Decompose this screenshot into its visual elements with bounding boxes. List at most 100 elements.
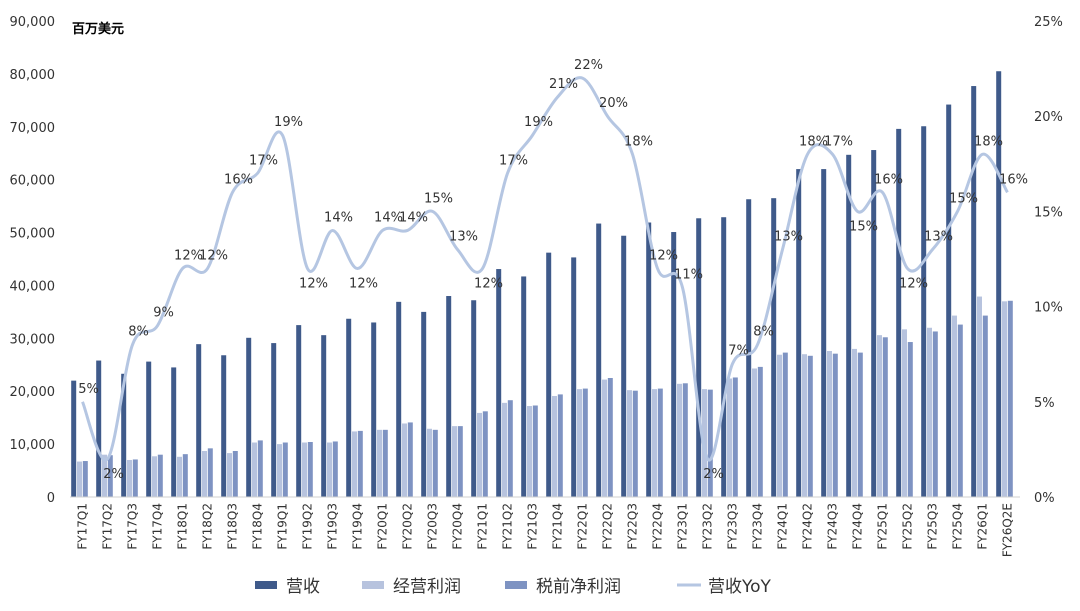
yoy-data-label: 12% — [174, 249, 203, 264]
bar-2-FY20Q1 — [377, 429, 382, 497]
bar-1-FY18Q1 — [171, 367, 177, 497]
x-tick-label: FY24Q2 — [801, 503, 815, 550]
bar-3-FY19Q2 — [307, 442, 313, 497]
x-tick-label: FY18Q2 — [201, 503, 215, 550]
bar-1-FY21Q2 — [496, 269, 502, 497]
x-tick-label: FY25Q4 — [951, 503, 965, 550]
y-right-tick-label: 25% — [1034, 15, 1063, 30]
bar-1-FY20Q1 — [371, 322, 377, 497]
bar-1-FY24Q1 — [771, 198, 777, 497]
bar-3-FY24Q2 — [807, 355, 813, 497]
bar-1-FY21Q1 — [471, 300, 477, 497]
yoy-data-label: 13% — [924, 229, 953, 244]
x-tick-label: FY22Q2 — [601, 503, 615, 550]
bar-1-FY18Q2 — [196, 344, 202, 497]
bar-3-FY22Q1 — [582, 388, 588, 497]
bar-1-FY20Q4 — [446, 296, 452, 497]
bar-2-FY24Q1 — [777, 354, 782, 497]
left-axis-ticks: 0 10,000 20,000 30,000 40,000 50,000 60,000 70,… — [10, 15, 56, 506]
bar-3-FY17Q1 — [82, 461, 88, 497]
bar-2-FY23Q1 — [677, 383, 682, 497]
yoy-data-label: 20% — [599, 96, 628, 111]
y-left-tick-label: 80,000 — [10, 68, 56, 83]
bar-2-FY21Q1 — [477, 412, 482, 497]
bar-3-FY17Q2 — [107, 455, 113, 497]
y-right-tick-label: 15% — [1034, 205, 1063, 220]
legend-label: 经营利润 — [393, 577, 461, 597]
yoy-data-label: 14% — [399, 210, 428, 225]
yoy-data-label: 17% — [249, 153, 278, 168]
x-tick-label: FY18Q4 — [251, 503, 265, 550]
bar-3-FY23Q2 — [707, 389, 713, 497]
bar-1-FY23Q1 — [671, 232, 677, 497]
yoy-data-label: 18% — [974, 134, 1003, 149]
bar-3-FY19Q3 — [332, 441, 338, 497]
x-tick-label: FY19Q1 — [276, 503, 290, 550]
bar-3-FY22Q2 — [607, 378, 613, 497]
data-labels: 5%2%8%9%12%12%16%17%19%12%14%12%14%14%15… — [78, 58, 1028, 482]
x-tick-label: FY17Q4 — [151, 503, 165, 550]
bar-3-FY24Q1 — [782, 352, 788, 497]
yoy-data-label: 13% — [449, 229, 478, 244]
yoy-data-label: 12% — [349, 277, 378, 292]
x-tick-label: FY21Q3 — [526, 503, 540, 550]
bar-2-FY18Q1 — [177, 456, 182, 497]
bar-2-FY23Q3 — [727, 378, 732, 497]
yoy-data-label: 5% — [78, 382, 99, 397]
bar-3-FY19Q4 — [357, 430, 363, 497]
bar-1-FY21Q3 — [521, 276, 527, 497]
bar-3-FY24Q3 — [832, 353, 838, 497]
x-tick-label: FY17Q1 — [76, 503, 90, 550]
x-tick-label: FY26Q2E — [1001, 503, 1015, 557]
x-tick-label: FY20Q3 — [426, 503, 440, 550]
bar-2-FY21Q3 — [527, 406, 532, 497]
bar-3-FY17Q3 — [132, 459, 138, 497]
x-tick-label: FY23Q2 — [701, 503, 715, 550]
yoy-data-label: 19% — [524, 115, 553, 130]
y-left-tick-label: 40,000 — [10, 279, 56, 294]
bar-2-FY19Q1 — [277, 444, 282, 497]
bar-1-FY18Q3 — [221, 355, 227, 497]
bar-2-FY21Q2 — [502, 402, 507, 497]
yoy-data-label: 15% — [949, 191, 978, 206]
x-tick-label: FY25Q3 — [926, 503, 940, 550]
x-tick-label: FY20Q2 — [401, 503, 415, 550]
yoy-data-label: 18% — [799, 134, 828, 149]
yoy-data-label: 21% — [549, 77, 578, 92]
bar-3-FY23Q4 — [757, 366, 763, 497]
bar-1-FY20Q2 — [396, 301, 402, 497]
bar-3-FY19Q1 — [282, 442, 288, 497]
x-tick-label: FY23Q1 — [676, 503, 690, 550]
bar-2-FY22Q2 — [602, 379, 607, 497]
bar-1-FY20Q3 — [421, 311, 427, 497]
bar-2-FY18Q3 — [227, 453, 232, 497]
x-tick-label: FY20Q1 — [376, 503, 390, 550]
bar-2-FY17Q2 — [102, 454, 107, 497]
yoy-data-label: 14% — [324, 210, 353, 225]
legend-label: 营收 — [286, 577, 320, 597]
y-right-tick-label: 5% — [1034, 396, 1055, 411]
bar-2-FY23Q4 — [752, 368, 757, 497]
bar-2-FY17Q3 — [127, 459, 132, 497]
yoy-data-label: 11% — [674, 268, 703, 283]
bar-2-FY24Q2 — [802, 354, 807, 497]
bar-3-FY18Q2 — [207, 448, 213, 497]
y-left-tick-label: 20,000 — [10, 385, 56, 400]
right-axis-ticks: 0% 5% 10% 15% 20% 25% — [1034, 15, 1063, 506]
x-tick-label: FY20Q4 — [451, 503, 465, 550]
bar-2-FY22Q3 — [627, 390, 632, 497]
bar-1-FY26Q2E — [996, 71, 1002, 498]
y-left-tick-label: 90,000 — [10, 15, 56, 30]
y-left-tick-label: 30,000 — [10, 332, 56, 347]
bar-2-FY21Q4 — [552, 395, 557, 497]
yoy-data-label: 22% — [574, 58, 603, 73]
yoy-data-label: 12% — [649, 249, 678, 264]
y-left-tick-label: 60,000 — [10, 174, 56, 189]
x-tick-label: FY19Q4 — [351, 503, 365, 550]
bar-1-FY23Q2 — [696, 218, 702, 497]
line-series — [81, 76, 1009, 462]
yoy-line — [81, 76, 1009, 462]
bar-3-FY25Q3 — [932, 331, 938, 497]
